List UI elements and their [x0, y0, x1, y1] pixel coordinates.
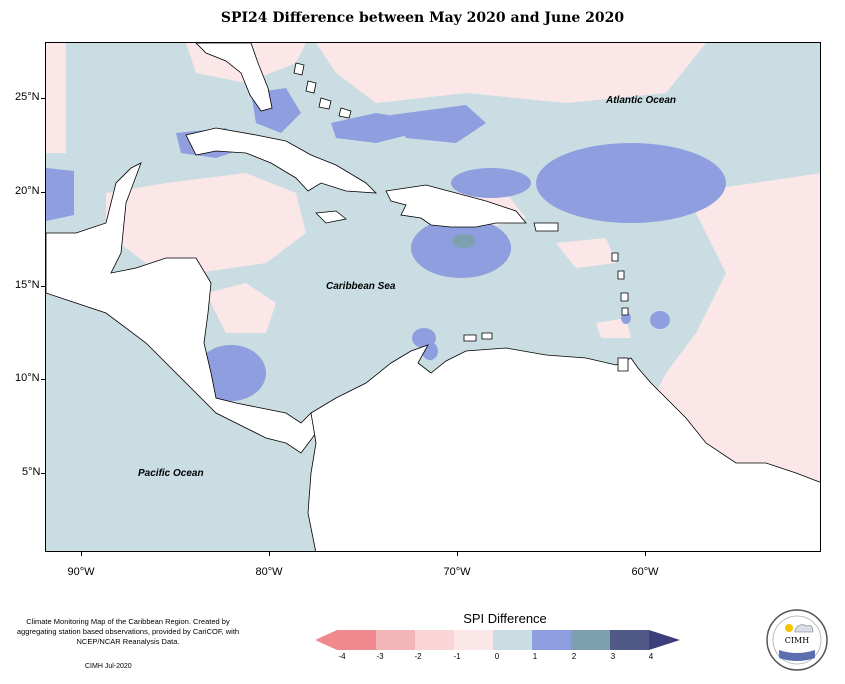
legend-tick: -4: [338, 652, 346, 661]
puerto-rico-land: [533, 222, 559, 232]
lon-tick-70w: 70°W: [443, 566, 471, 578]
legend-arrow-right: [649, 630, 680, 650]
lon-tick-80w: 80°W: [255, 566, 283, 578]
legend-tick: -1: [453, 652, 461, 661]
pacific-ocean-label: Pacific Ocean: [138, 468, 204, 479]
hispaniola-land: [385, 184, 527, 228]
land-masses: [46, 43, 820, 551]
map-title: SPI24 Difference between May 2020 and Ju…: [220, 10, 625, 26]
lon-tick-60w: 60°W: [631, 566, 659, 578]
spi-map-svg: [46, 43, 820, 551]
legend-tick: 4: [648, 652, 654, 661]
lon-tick-90w: 90°W: [67, 566, 95, 578]
cimh-logo-icon: [766, 609, 828, 671]
caribbean-sea-label: Caribbean Sea: [326, 281, 396, 292]
atlantic-ocean-label: Atlantic Ocean: [606, 95, 677, 106]
legend-tick: 1: [532, 652, 538, 661]
lat-tick-20n: 20°N: [15, 185, 40, 197]
legend-tick: -2: [414, 652, 422, 661]
legend-tick: 3: [610, 652, 616, 661]
legend-tick: -3: [376, 652, 384, 661]
central-america-land: [46, 162, 322, 454]
credits-text: Climate Monitoring Map of the Caribbean …: [16, 617, 240, 646]
cuba-land: [185, 127, 378, 194]
legend-title: SPI Difference: [463, 611, 547, 626]
south-america-land: [307, 344, 820, 551]
credits-date: CIMH Jul-2020: [85, 663, 132, 670]
florida-land: [195, 43, 273, 112]
legend-colorbar: [315, 630, 680, 650]
logo-label: CIMH: [784, 636, 810, 645]
legend-arrow-left: [315, 630, 337, 650]
lat-tick-10n: 10°N: [15, 372, 40, 384]
lat-tick-15n: 15°N: [15, 279, 40, 291]
legend-tick: 0: [494, 652, 500, 661]
legend-tick: 2: [571, 652, 577, 661]
lat-tick-5n: 5°N: [22, 466, 41, 478]
lat-tick-25n: 25°N: [15, 91, 40, 103]
jamaica-land: [315, 210, 347, 224]
map-panel: Atlantic Ocean Caribbean Sea Pacific Oce…: [45, 42, 821, 552]
